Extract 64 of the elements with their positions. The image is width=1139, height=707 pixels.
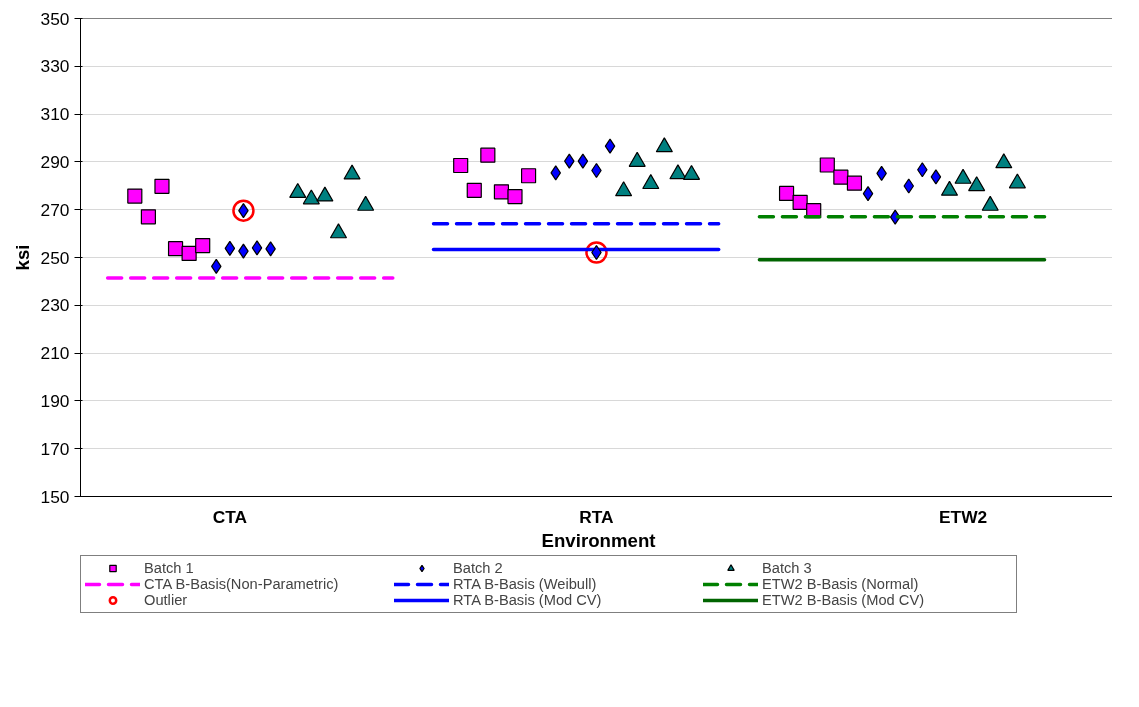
point xyxy=(329,223,348,239)
point xyxy=(819,157,835,173)
point xyxy=(154,178,170,194)
point xyxy=(682,164,701,181)
point xyxy=(903,178,915,194)
point xyxy=(181,245,197,262)
point xyxy=(251,240,263,256)
y-tick-label: 270 xyxy=(40,199,70,220)
point xyxy=(846,175,863,191)
legend-label: Batch 3 xyxy=(762,560,813,576)
y-tick-label: 210 xyxy=(40,343,70,364)
y-tick-label: 250 xyxy=(40,247,70,268)
point xyxy=(628,151,646,167)
y-tick-label: 330 xyxy=(40,56,70,77)
legend-label: Batch 2 xyxy=(453,560,504,576)
legend-label: Outlier xyxy=(144,592,189,608)
point xyxy=(669,164,687,180)
x-tick-label: RTA xyxy=(579,506,615,527)
y-tick-label: 310 xyxy=(40,104,70,125)
point xyxy=(466,182,482,198)
point xyxy=(968,176,986,192)
point xyxy=(195,237,211,254)
point xyxy=(792,194,808,210)
point xyxy=(833,169,849,185)
legend-label: RTA B-Basis (Weibull) xyxy=(453,576,598,592)
point xyxy=(642,174,660,190)
point xyxy=(140,209,156,225)
point xyxy=(778,185,795,202)
point xyxy=(940,180,959,196)
point xyxy=(604,138,616,154)
y-tick-label: 230 xyxy=(40,295,70,316)
x-tick-label: CTA xyxy=(212,506,248,527)
point xyxy=(224,240,236,257)
y-tick-label: 170 xyxy=(40,438,70,459)
point xyxy=(316,186,334,202)
point xyxy=(453,157,469,174)
y-tick-label: 150 xyxy=(40,486,70,507)
point xyxy=(343,164,361,180)
legend-label: CTA B-Basis(Non-Parametric) xyxy=(144,576,340,592)
point xyxy=(930,169,942,185)
x-tick-label: ETW2 xyxy=(939,506,988,527)
point xyxy=(302,189,320,205)
point xyxy=(655,137,673,153)
y-tick-label: 290 xyxy=(40,151,70,172)
legend-label: RTA B-Basis (Mod CV) xyxy=(453,592,603,608)
point xyxy=(995,153,1013,169)
point xyxy=(1008,173,1026,189)
x-axis-title: Environment xyxy=(541,529,656,551)
y-axis-title: ksi xyxy=(11,244,33,271)
point xyxy=(585,241,608,264)
point xyxy=(520,168,537,184)
legend-label: Batch 1 xyxy=(144,560,195,576)
point xyxy=(954,168,972,184)
point xyxy=(480,147,496,163)
point xyxy=(862,186,874,202)
point xyxy=(577,153,589,169)
point xyxy=(127,188,143,204)
point xyxy=(507,188,523,205)
legend-label: ETW2 B-Basis (Mod CV) xyxy=(762,592,926,608)
y-tick-label: 350 xyxy=(40,8,70,29)
point xyxy=(232,199,255,222)
legend-label: ETW2 B-Basis (Normal) xyxy=(762,576,920,592)
y-tick-label: 190 xyxy=(40,390,70,411)
point xyxy=(615,181,633,197)
